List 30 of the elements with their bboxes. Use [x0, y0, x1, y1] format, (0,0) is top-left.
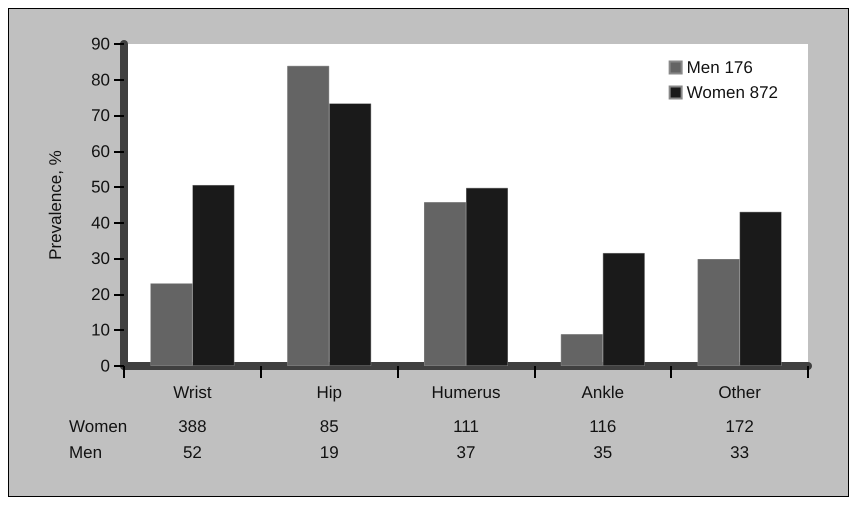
y-tick-label: 30 — [91, 249, 110, 268]
y-tick-label: 20 — [91, 284, 110, 304]
legend-label: Women 872 — [686, 83, 778, 102]
text: 52 — [182, 443, 202, 462]
text: 172 — [725, 417, 754, 436]
text: 35 — [593, 443, 612, 462]
x-tick-label: Humerus — [432, 383, 500, 402]
text: 85 — [320, 417, 339, 436]
y-axis-title: Prevalence, % — [46, 150, 65, 260]
y-tick-label: 0 — [100, 356, 110, 376]
text: 116 — [589, 417, 616, 436]
x-tick-label: Other — [718, 383, 762, 402]
x-tick-label: Ankle — [582, 383, 624, 402]
text: Men — [69, 443, 102, 462]
y-tick-label: 70 — [91, 106, 110, 126]
text: 388 — [178, 417, 207, 436]
legend-label: Men 176 — [686, 58, 753, 77]
text: 19 — [320, 443, 339, 462]
x-tick-label: Hip — [316, 383, 342, 402]
x-tick-label: Wrist — [173, 383, 212, 402]
y-tick-label: 80 — [91, 70, 110, 90]
y-tick-label: 50 — [91, 178, 110, 197]
y-tick-label: 60 — [91, 142, 110, 161]
y-tick-label: 90 — [91, 34, 110, 54]
text: 33 — [730, 443, 750, 462]
text: 37 — [456, 443, 476, 462]
text: 111 — [453, 417, 479, 436]
y-tick-label: 10 — [91, 320, 110, 340]
y-tick-label: 40 — [91, 213, 110, 232]
text: Women — [69, 417, 128, 436]
